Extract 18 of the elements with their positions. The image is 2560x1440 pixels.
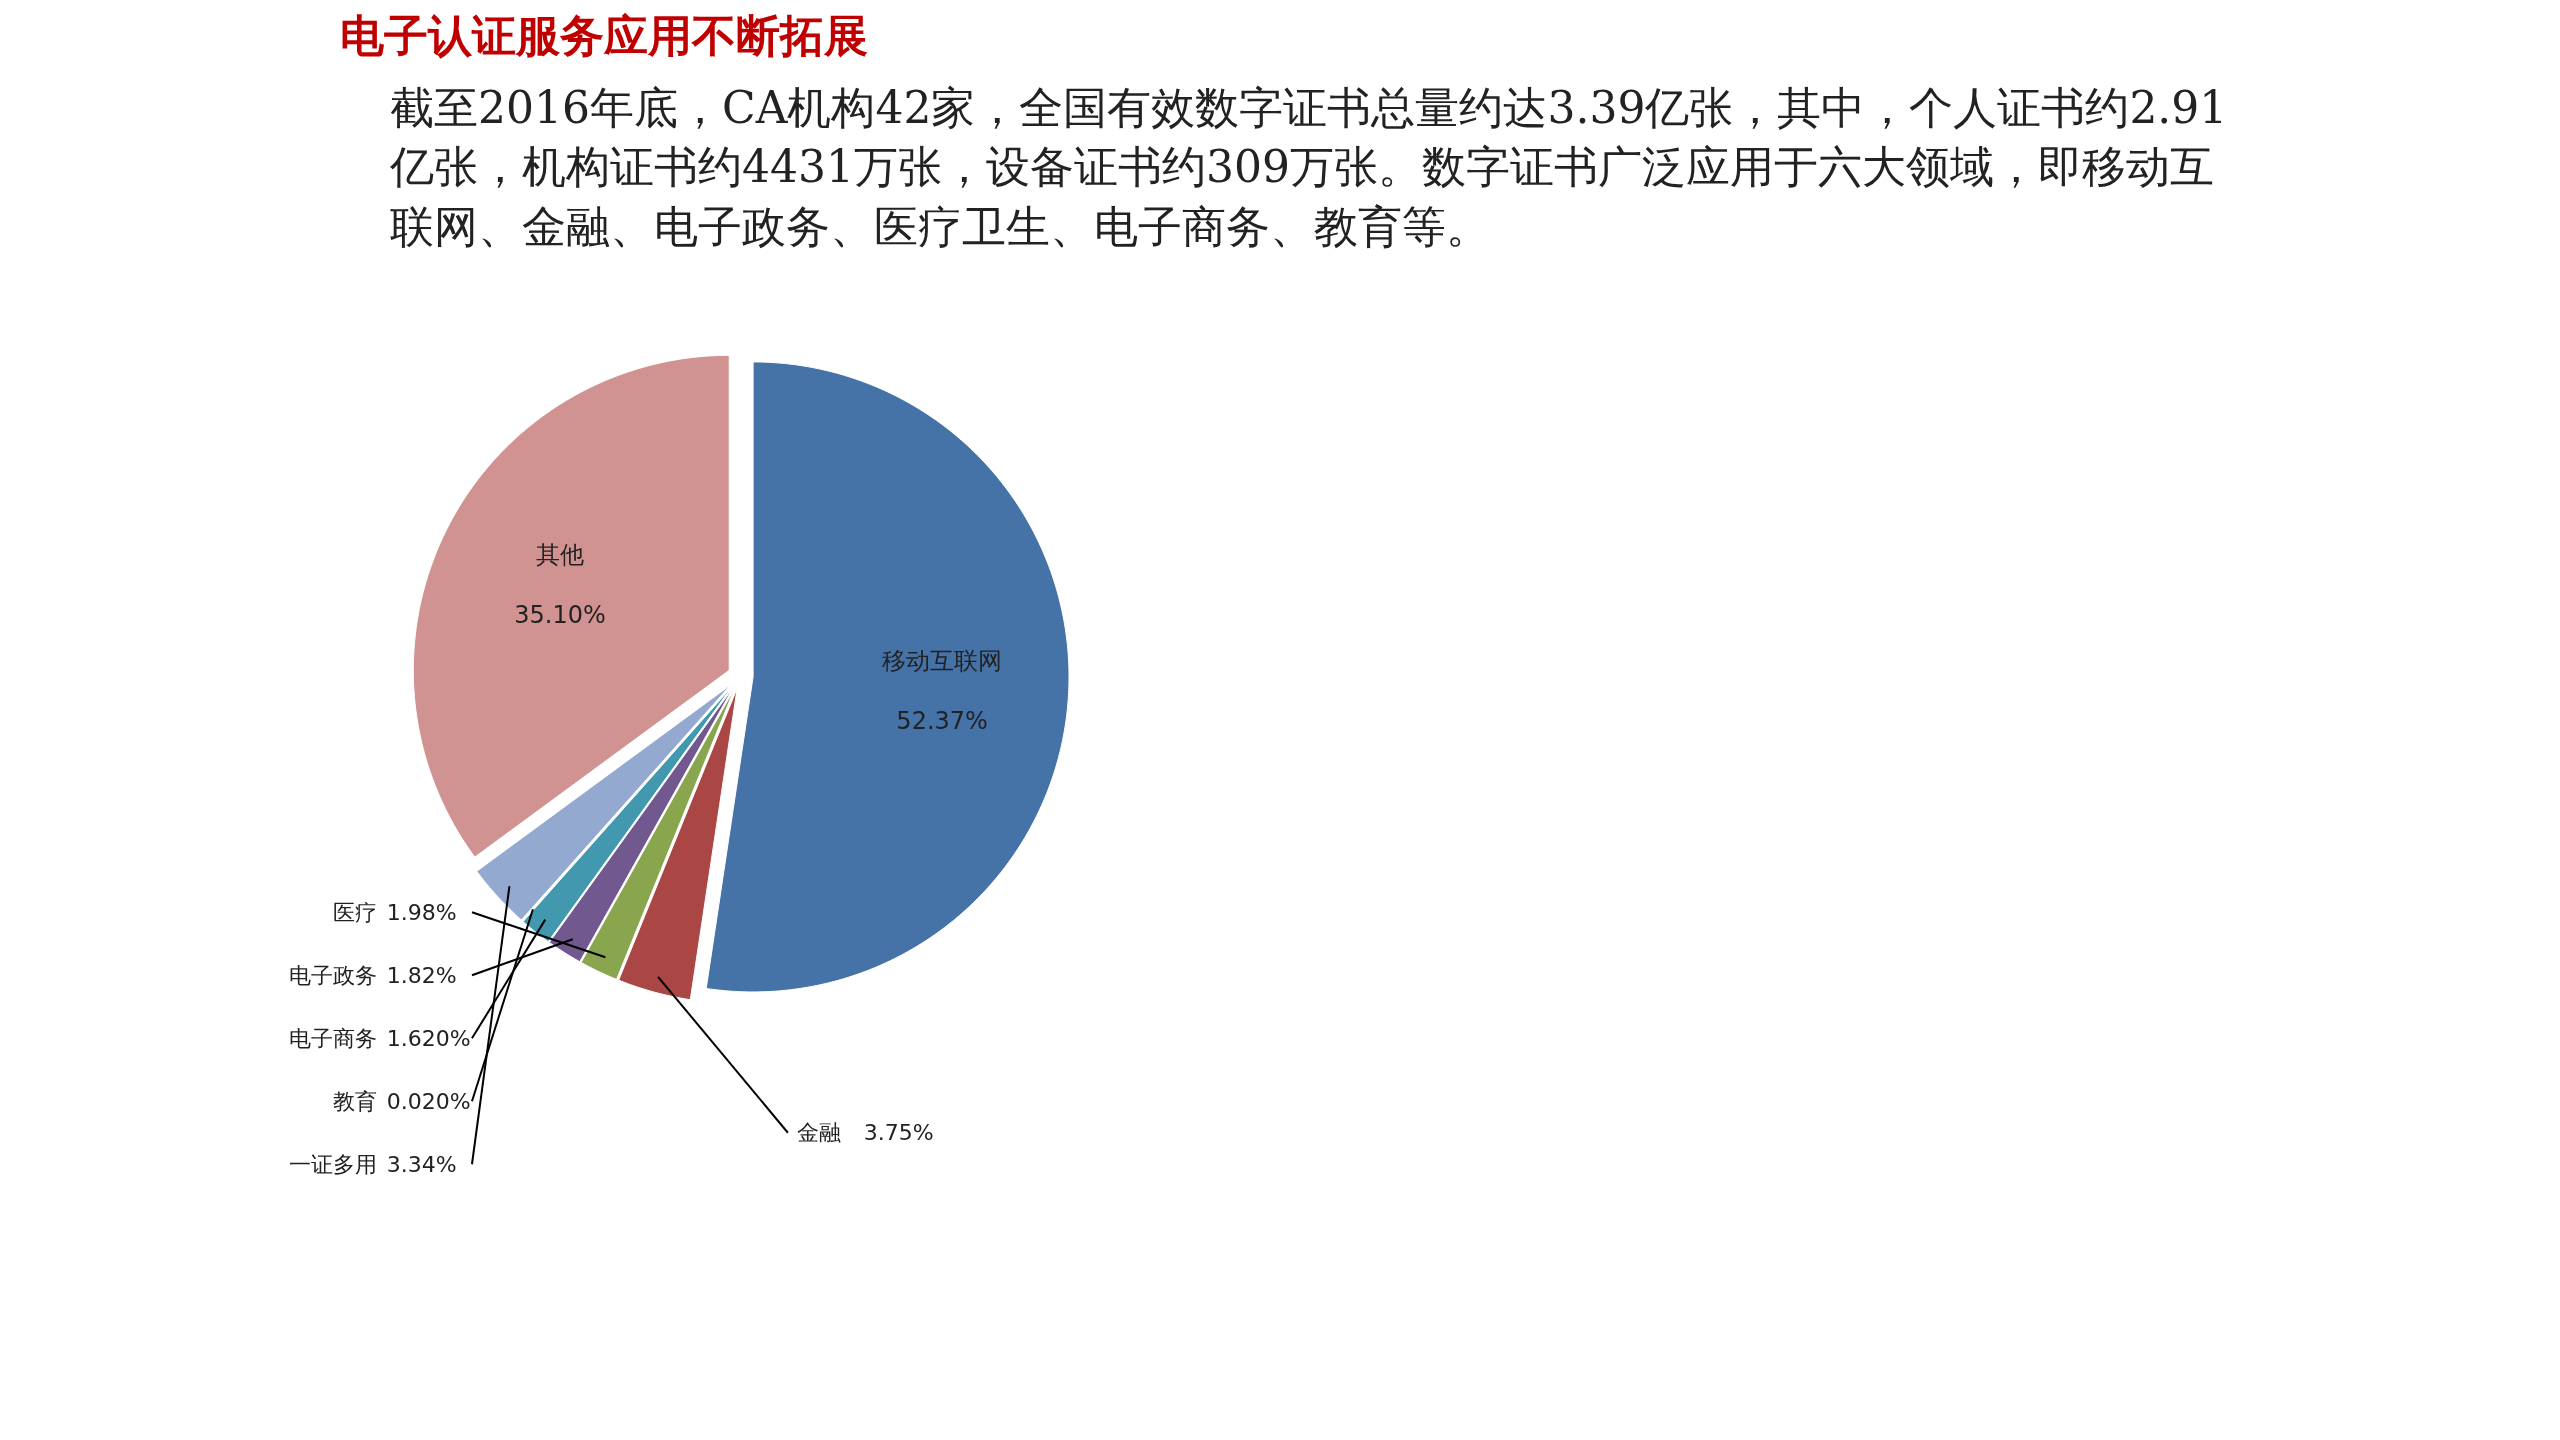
slice-label: 医疗	[333, 899, 378, 925]
data-label: 3.34%	[386, 1151, 457, 1177]
slice-label: 教育	[333, 1088, 378, 1114]
slice-label: 电子政务	[289, 962, 378, 988]
data-label: 3.75%	[863, 1120, 934, 1146]
slice-label: 电子商务	[289, 1025, 378, 1051]
slice-label: 金融	[797, 1120, 842, 1146]
data-label: 0.020%	[386, 1088, 471, 1114]
chart-title: 电子认证服务应用不断拓展	[340, 9, 868, 63]
data-label: 52.37%	[896, 706, 988, 735]
data-label: 1.620%	[386, 1025, 471, 1051]
data-label: 35.10%	[514, 600, 606, 629]
text: 截至2016年底，CA机构42家，全国有效数字证书总量约达3.39亿张，其中，个人证书约2.91亿张，机构证书约4431万张，设备证书约309万张。数字证书广泛应用于六大领域，即移动互联网、金融、电子政务、医疗卫生、电子商务、教育等。	[390, 80, 2229, 254]
slice-label: 移动互联网	[882, 647, 1003, 676]
data-label: 1.98%	[386, 899, 457, 925]
slice-label: 一证多用	[289, 1151, 378, 1177]
slice-label: 其他	[536, 541, 585, 570]
data-label: 1.82%	[386, 962, 457, 988]
